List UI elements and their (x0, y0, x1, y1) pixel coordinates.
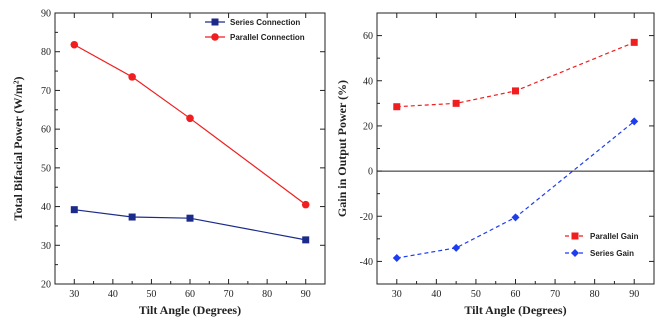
legend: Parallel Gain Series Gain (565, 232, 639, 258)
y-axis-title: Total Bifacial Power (W/m²) (11, 77, 25, 221)
y-tick-label: 60 (41, 125, 51, 136)
x-tick-label: 30 (392, 289, 402, 300)
data-point (392, 254, 401, 263)
legend: Series Connection Parallel Connection (205, 18, 305, 42)
series-series-gain (392, 117, 639, 263)
x-tick-label: 80 (262, 289, 272, 300)
data-point (128, 213, 136, 221)
y-tick-label: 70 (41, 86, 51, 97)
series-line (74, 209, 306, 241)
series-line (396, 41, 635, 108)
x-tick-label: 50 (471, 289, 481, 300)
data-point (452, 243, 461, 252)
series-line (73, 44, 307, 206)
legend-marker (211, 18, 219, 26)
series-parallel-connection (70, 40, 310, 209)
legend-label: Parallel Connection (230, 33, 305, 42)
data-point (512, 87, 519, 95)
series-series-connection (70, 206, 310, 244)
y-tick-label: -20 (360, 212, 373, 223)
data-point (452, 99, 460, 107)
x-tick-label: 70 (224, 289, 234, 300)
series-parallel-gain (393, 38, 638, 111)
plot-frame (54, 12, 326, 285)
data-point (301, 200, 310, 209)
y-tick-label: 20 (41, 280, 51, 291)
y-tick-label: 40 (41, 202, 51, 213)
data-point (393, 103, 401, 111)
y-tick-label: 40 (363, 76, 373, 87)
chart-panel-2: 30 40 50 60 70 80 90 -40 -20 0 20 40 60 Tilt Angle (D… (335, 12, 655, 317)
y-tick-label: 60 (363, 31, 373, 42)
y-tick-label: 80 (41, 47, 51, 58)
x-tick-label: 60 (511, 289, 521, 300)
data-point (630, 117, 639, 126)
y-tick-label: -40 (360, 257, 373, 268)
x-axis-title: Tilt Angle (Degrees) (464, 303, 566, 317)
y-tick-label: 20 (363, 121, 373, 132)
y-tick-label: 0 (368, 167, 373, 178)
legend-label: Parallel Gain (590, 232, 639, 241)
data-point (128, 73, 136, 81)
x-tick-label: 50 (146, 289, 156, 300)
plot-frame (376, 12, 655, 285)
y-axis-title: Gain in Output Power (%) (335, 80, 349, 217)
x-tick-label: 80 (590, 289, 600, 300)
y-tick-label: 90 (41, 9, 51, 20)
x-tick-label: 90 (301, 289, 311, 300)
x-tick-label: 60 (185, 289, 195, 300)
x-tick-label: 40 (108, 289, 118, 300)
legend-label: Series Gain (590, 249, 634, 258)
x-tick-label: 90 (629, 289, 639, 300)
data-point (630, 38, 638, 46)
data-point (70, 206, 78, 214)
y-tick-label: 30 (41, 241, 51, 252)
data-point (186, 114, 194, 123)
data-point (186, 214, 194, 222)
data-point (511, 213, 520, 222)
y-tick-label: 50 (41, 163, 51, 174)
x-tick-label: 70 (550, 289, 560, 300)
x-tick-label: 30 (69, 289, 79, 300)
chart-panel-1: 30 40 50 60 70 80 90 20 30 40 50 60 70 80 90 Tilt Angle… (11, 9, 326, 317)
legend-marker (571, 249, 579, 257)
legend-marker (571, 232, 579, 240)
series-line (396, 120, 635, 259)
data-point (70, 40, 79, 49)
data-point (302, 236, 310, 244)
legend-marker (211, 33, 219, 41)
x-tick-label: 40 (431, 289, 441, 300)
legend-label: Series Connection (230, 18, 300, 27)
x-axis-title: Tilt Angle (Degrees) (139, 303, 241, 317)
